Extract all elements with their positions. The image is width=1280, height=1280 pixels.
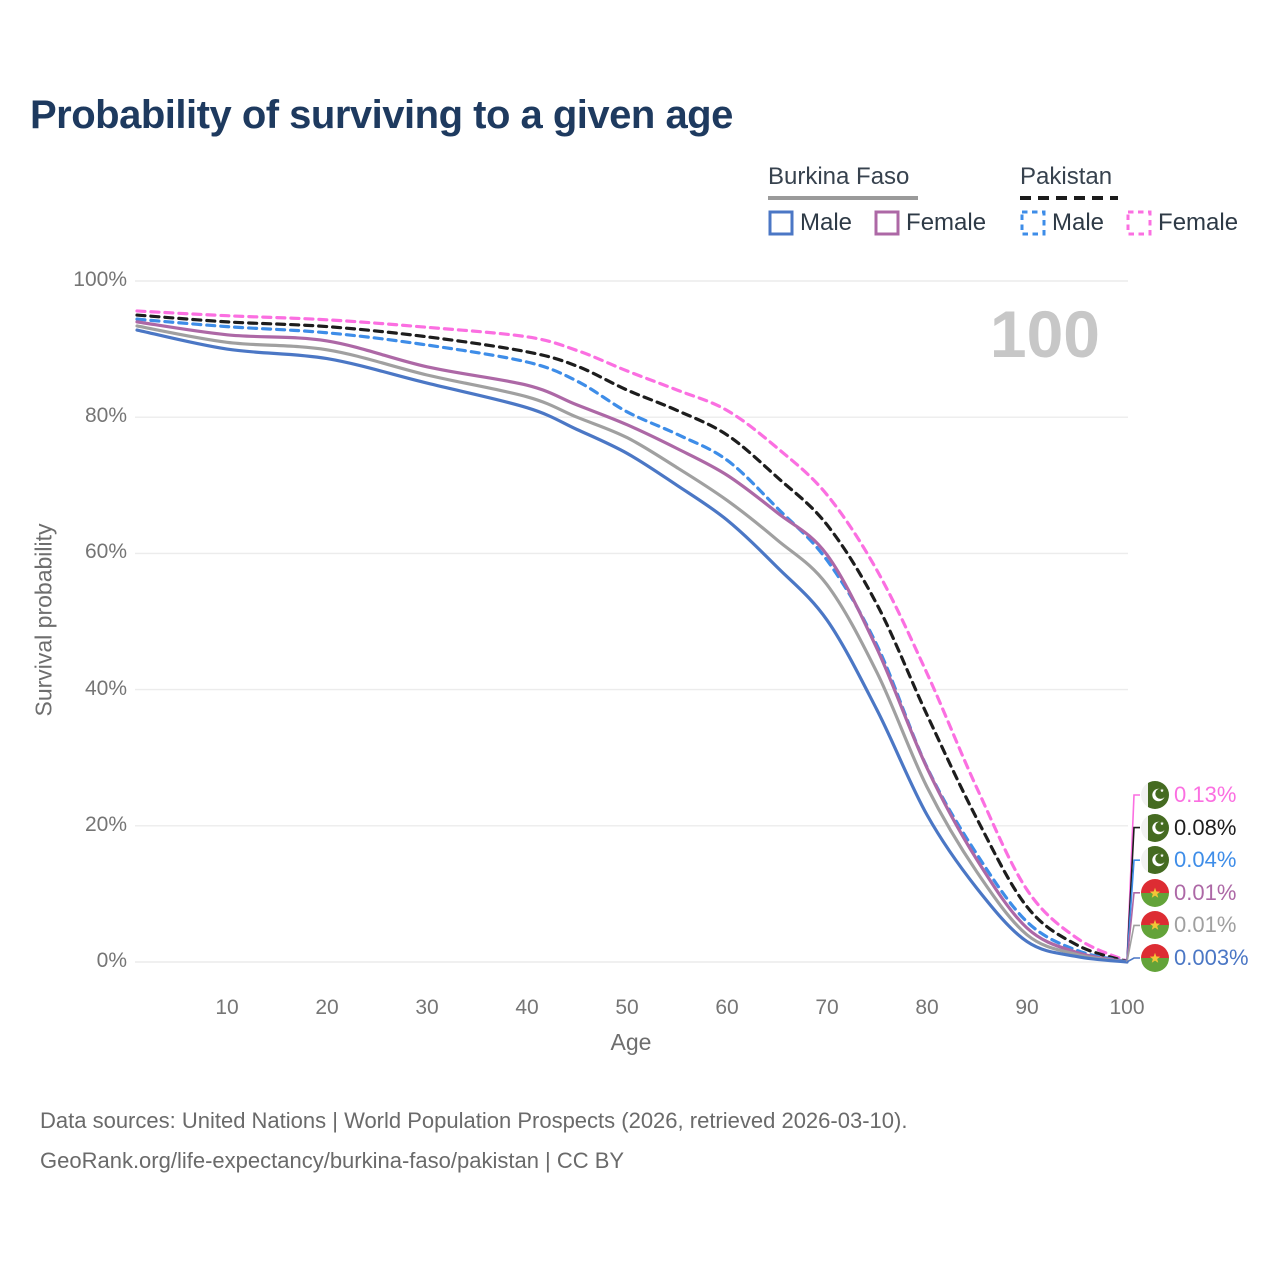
end-label-value: 0.01% [1174, 912, 1237, 938]
legend-item-label: Male [1052, 209, 1105, 236]
leader-line-burkina-faso-male [1126, 957, 1140, 963]
x-tick-70: 70 [815, 996, 839, 1019]
legend-country-label: Burkina Faso [768, 163, 910, 190]
end-label-leader-lines [1126, 794, 1140, 963]
legend-item-label: Female [1158, 209, 1239, 236]
end-label-value: 0.04% [1174, 847, 1237, 873]
series-line-pakistan-both-sexes [135, 313, 1129, 964]
legend-item-pakistan-female[interactable]: Female [1126, 209, 1238, 237]
leader-line-burkina-faso-both-sexes [1126, 924, 1140, 963]
x-tick-50: 50 [615, 996, 639, 1019]
end-label-pakistan-female: 0.13% [1141, 781, 1236, 809]
legend-item-burkina-faso-female[interactable]: Female [874, 209, 986, 237]
burkina-faso-flag-icon [1141, 878, 1169, 907]
x-tick-80: 80 [915, 996, 939, 1019]
series-line-pakistan-female [135, 309, 1129, 963]
end-label-value: 0.003% [1174, 945, 1249, 970]
y-tick-100: 100% [73, 268, 127, 291]
legend-country-line-dashed [1020, 196, 1118, 200]
y-tick-40: 40% [84, 676, 127, 700]
series-line-burkina-faso-female [135, 320, 1129, 964]
x-tick-40: 40 [515, 996, 539, 1019]
gridlines [135, 280, 1128, 963]
page-title: Probability of surviving to a given age [30, 93, 733, 137]
legend-country-label: Pakistan [1020, 163, 1113, 190]
y-tick-60: 60% [84, 540, 127, 564]
end-label-value: 0.08% [1174, 814, 1237, 840]
legend-swatch-dashed-icon [1020, 210, 1046, 236]
burkina-faso-flag-icon [1141, 911, 1169, 940]
series-line-pakistan-male [135, 317, 1129, 964]
leader-line-pakistan-male [1126, 859, 1140, 962]
end-label-value: 0.13% [1174, 782, 1237, 807]
legend-item-label: Male [800, 209, 853, 236]
legend-swatch-dashed-icon [1126, 210, 1152, 236]
x-tick-10: 10 [215, 996, 239, 1019]
pakistan-flag-icon [1141, 781, 1169, 809]
legend-group-burkina-faso: Burkina Faso Male Female [768, 163, 986, 237]
legend-swatch-solid-icon [768, 210, 794, 236]
legend-group-pakistan: Pakistan Male Female [1020, 163, 1238, 237]
x-tick-100: 100 [1109, 996, 1145, 1019]
legend-country-line-solid [768, 196, 918, 200]
data-sources-text: Data sources: United Nations | World Pop… [40, 1108, 908, 1133]
pakistan-flag-icon [1141, 813, 1169, 842]
y-tick-20: 20% [84, 812, 127, 836]
y-tick-80: 80% [84, 404, 127, 428]
end-label-pakistan-male: 0.04% [1141, 846, 1237, 875]
series-line-burkina-faso-both-sexes [135, 324, 1129, 964]
burkina-faso-flag-icon [1141, 944, 1169, 972]
survival-curves [135, 309, 1129, 964]
end-label-pakistan-both: 0.08% [1141, 813, 1237, 842]
leader-line-burkina-faso-female [1126, 891, 1140, 963]
x-axis-title: Age [610, 1029, 652, 1055]
end-label-burkina-faso-both: 0.01% [1141, 911, 1237, 940]
x-tick-60: 60 [715, 996, 739, 1019]
end-label-burkina-faso-male: 0.003% [1141, 944, 1249, 972]
y-tick-0: 0% [96, 949, 127, 972]
legend-swatch-solid-icon [874, 210, 900, 236]
y-axis-title: Survival probability [30, 523, 57, 717]
pakistan-flag-icon [1141, 846, 1169, 875]
source-url-text: GeoRank.org/life-expectancy/burkina-faso… [40, 1148, 625, 1173]
x-tick-30: 30 [415, 996, 439, 1019]
age-indicator: 100 [989, 297, 1100, 371]
x-tick-90: 90 [1015, 996, 1039, 1019]
end-label-value: 0.01% [1174, 879, 1237, 905]
end-label-burkina-faso-female: 0.01% [1141, 878, 1237, 907]
series-line-burkina-faso-male [135, 328, 1129, 964]
legend-item-label: Female [906, 209, 987, 236]
legend-item-burkina-faso-male[interactable]: Male [768, 209, 852, 237]
x-tick-20: 20 [315, 996, 339, 1019]
legend-item-pakistan-male[interactable]: Male [1020, 209, 1104, 237]
